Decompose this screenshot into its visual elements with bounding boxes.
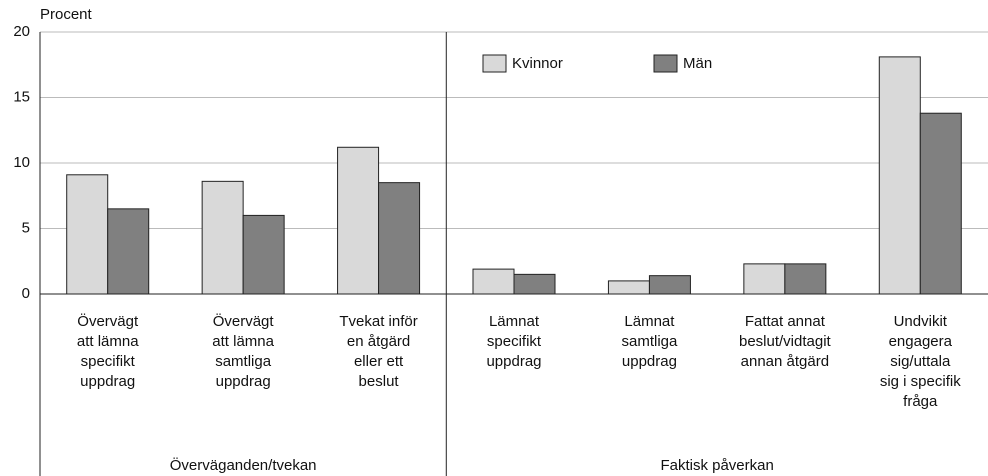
x-tick-label: eller ett <box>354 353 404 370</box>
x-tick-label: specifikt <box>81 353 136 370</box>
bar <box>878 56 921 295</box>
x-tick-label: beslut <box>359 373 400 390</box>
y-axis-label: Procent <box>40 6 93 23</box>
x-tick-label: sig/uttala <box>890 353 951 370</box>
y-tick-label: 5 <box>22 219 30 236</box>
bar <box>648 275 691 295</box>
bar <box>919 112 962 295</box>
bar <box>66 174 109 295</box>
x-tick-label: samtliga <box>215 353 272 370</box>
x-tick-label: Tvekat inför <box>339 313 417 330</box>
x-tick-label: samtliga <box>621 333 678 350</box>
legend-swatch <box>653 54 678 73</box>
y-tick-label: 20 <box>13 23 30 40</box>
bar <box>242 214 285 295</box>
bar <box>513 273 556 295</box>
x-tick-label: uppdrag <box>622 353 677 370</box>
bar <box>378 182 421 295</box>
legend-label: Män <box>683 55 712 72</box>
x-tick-label: att lämna <box>77 333 139 350</box>
x-tick-label: att lämna <box>212 333 274 350</box>
y-tick-label: 15 <box>13 88 30 105</box>
x-tick-label: engagera <box>889 333 953 350</box>
x-tick-label: Lämnat <box>624 313 675 330</box>
x-tick-label: uppdrag <box>80 373 135 390</box>
bar <box>743 263 786 295</box>
legend-label: Kvinnor <box>512 55 563 72</box>
x-tick-label: Fattat annat <box>745 313 826 330</box>
y-tick-label: 10 <box>13 154 30 171</box>
x-tick-label: fråga <box>903 393 938 410</box>
y-tick-label: 0 <box>22 285 30 302</box>
x-tick-label: sig i specifik <box>880 373 961 390</box>
x-tick-label: Övervägt <box>77 312 139 330</box>
bar <box>784 263 827 295</box>
x-tick-label: annan åtgärd <box>741 353 829 370</box>
bar <box>201 180 244 295</box>
x-tick-label: beslut/vidtagit <box>739 333 832 350</box>
bar <box>337 146 380 295</box>
x-tick-label: Övervägt <box>213 312 275 330</box>
x-tick-label: uppdrag <box>216 373 271 390</box>
bar <box>472 268 515 295</box>
x-tick-label: specifikt <box>487 333 542 350</box>
group-label: Överväganden/tvekan <box>170 456 317 474</box>
x-tick-label: Lämnat <box>489 313 540 330</box>
legend-swatch <box>482 54 507 73</box>
x-tick-label: Undvikit <box>894 313 948 330</box>
bar <box>607 280 650 295</box>
x-tick-label: en åtgärd <box>347 333 410 350</box>
bar <box>107 208 150 295</box>
x-tick-label: uppdrag <box>486 353 541 370</box>
group-label: Faktisk påverkan <box>660 457 773 474</box>
